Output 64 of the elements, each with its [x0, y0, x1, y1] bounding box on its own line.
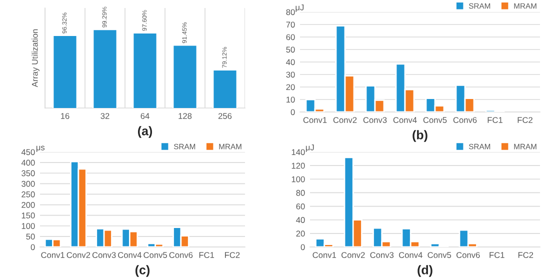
- y-axis-title: μJ: [306, 144, 314, 152]
- x-tick-label: Conv2: [66, 252, 90, 258]
- y-tick-label: 20: [286, 84, 295, 90]
- y-tick-label: 120: [292, 162, 305, 169]
- x-tick-label: 32: [100, 113, 110, 119]
- x-tick-label: Conv6: [456, 252, 480, 258]
- y-tick-label: 150: [22, 212, 35, 218]
- x-tick-label: 16: [61, 113, 70, 119]
- x-tick-label: Conv1: [41, 252, 64, 258]
- x-tick-label: Conv3: [370, 252, 394, 258]
- y-tick-label: 80: [286, 9, 295, 16]
- y-tick-label: 0: [290, 109, 295, 116]
- y-tick-label: 450: [21, 149, 35, 156]
- x-tick-label: Conv3: [92, 252, 116, 258]
- x-tick-label: Conv5: [423, 117, 447, 123]
- y-axis-title: μJ: [296, 4, 304, 12]
- y-tick-label: 60: [286, 34, 295, 40]
- y-tick-label: 10: [286, 96, 295, 103]
- x-tick-label: Conv4: [399, 252, 422, 258]
- x-tick-label: Conv6: [169, 252, 193, 258]
- y-tick-label: 250: [22, 191, 35, 198]
- x-tick-label: Conv6: [453, 117, 477, 123]
- y-tick-label: 30: [286, 72, 295, 78]
- y-tick-label: 60: [296, 203, 305, 210]
- x-tick-label: Conv4: [393, 117, 417, 123]
- x-tick-label: FC2: [518, 252, 534, 258]
- x-tick-label: FC1: [490, 252, 504, 258]
- x-tick-label: Conv1: [303, 117, 327, 123]
- x-tick-label: FC2: [225, 252, 240, 258]
- x-axis-title: (d): [418, 265, 432, 277]
- y-tick-label: 140: [292, 149, 305, 156]
- x-tick-label: Conv2: [342, 252, 365, 258]
- y-tick-label: 80: [296, 190, 305, 196]
- y-tick-label: 50: [26, 234, 35, 240]
- x-tick-label: Conv2: [333, 117, 357, 123]
- y-tick-label: 200: [22, 202, 35, 208]
- x-tick-label: Conv3: [363, 117, 387, 123]
- x-tick-label: Conv4: [118, 252, 142, 258]
- y-tick-label: 0: [30, 244, 35, 250]
- y-tick-label: 40: [296, 217, 305, 223]
- y-tick-label: 300: [22, 180, 35, 187]
- y-tick-label: 50: [286, 46, 295, 53]
- y-axis-title: Array Utilization: [32, 29, 40, 88]
- y-tick-label: 350: [22, 170, 35, 176]
- x-tick-label: Conv5: [428, 252, 452, 258]
- y-tick-label: 100: [22, 223, 35, 229]
- y-tick-label: 400: [21, 160, 35, 166]
- x-tick-label: 256: [218, 113, 232, 119]
- x-tick-label: FC1: [488, 117, 502, 123]
- y-axis-title: μs: [36, 146, 45, 152]
- y-tick-label: 70: [286, 22, 295, 28]
- x-tick-label: FC2: [518, 117, 532, 123]
- x-axis-title: (a): [138, 126, 152, 138]
- x-axis-title: (c): [135, 265, 150, 277]
- y-tick-label: 40: [286, 59, 295, 66]
- y-tick-label: 20: [296, 230, 305, 237]
- x-tick-label: 64: [140, 113, 150, 119]
- y-tick-label: 100: [292, 176, 305, 182]
- y-tick-label: 0: [300, 244, 305, 250]
- x-tick-label: Conv1: [312, 252, 336, 258]
- x-tick-label: 128: [178, 113, 192, 119]
- x-tick-label: Conv5: [144, 252, 168, 258]
- x-axis-title: (b): [412, 130, 428, 142]
- x-tick-label: FC1: [199, 252, 214, 258]
